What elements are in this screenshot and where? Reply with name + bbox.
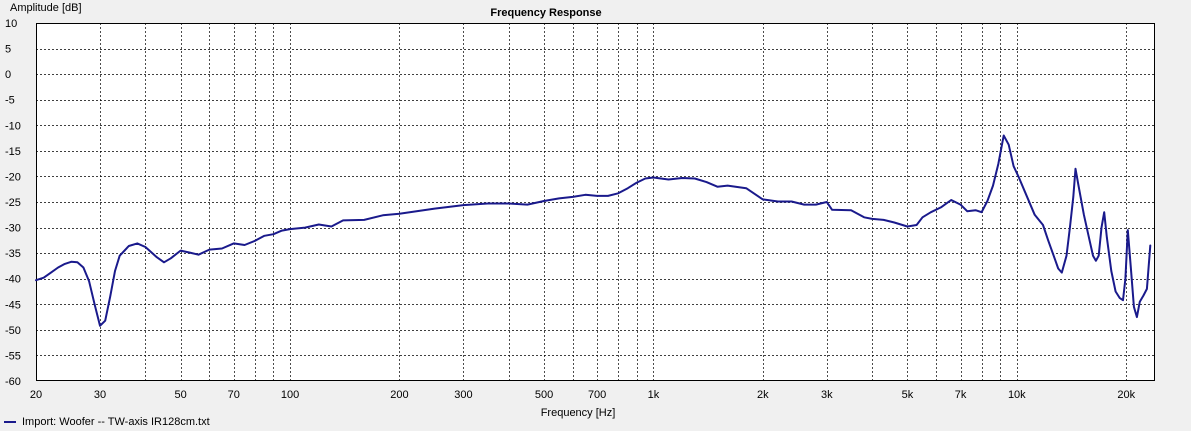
y-tick-label: -55 xyxy=(5,350,21,362)
x-tick-label: 2k xyxy=(757,389,769,401)
legend-label: Import: Woofer -- TW-axis IR128cm.txt xyxy=(22,416,210,428)
x-tick-label: 500 xyxy=(535,389,553,401)
y-tick-label: -35 xyxy=(5,248,21,260)
y-tick-label: -45 xyxy=(5,299,21,311)
y-tick-label: 0 xyxy=(5,69,11,81)
plot-frame xyxy=(36,23,1155,381)
x-tick-label: 20 xyxy=(30,389,42,401)
x-tick-label: 10k xyxy=(1008,389,1026,401)
legend: Import: Woofer -- TW-axis IR128cm.txt xyxy=(4,416,210,428)
x-tick-label: 1k xyxy=(648,389,660,401)
y-tick-label: -30 xyxy=(5,223,21,235)
x-tick-label: 3k xyxy=(821,389,833,401)
legend-swatch xyxy=(4,421,16,423)
x-tick-label: 300 xyxy=(454,389,472,401)
y-tick-label: -15 xyxy=(5,146,21,158)
x-tick-label: 200 xyxy=(390,389,408,401)
y-tick-label: -5 xyxy=(5,95,15,107)
x-tick-label: 100 xyxy=(281,389,299,401)
y-tick-label: -25 xyxy=(5,197,21,209)
x-tick-label: 70 xyxy=(228,389,240,401)
y-tick-label: 5 xyxy=(5,44,11,56)
y-tick-label: -50 xyxy=(5,325,21,337)
x-axis-label: Frequency [Hz] xyxy=(541,407,616,419)
series-line xyxy=(35,134,1152,327)
y-tick-label: -10 xyxy=(5,120,21,132)
y-tick-label: 10 xyxy=(5,18,17,30)
x-tick-label: 30 xyxy=(94,389,106,401)
x-tick-label: 7k xyxy=(955,389,967,401)
y-axis-label: Amplitude [dB] xyxy=(10,2,82,14)
y-tick-label: -60 xyxy=(5,376,21,388)
y-tick-label: -20 xyxy=(5,171,21,183)
chart-title: Frequency Response xyxy=(490,7,601,19)
y-tick-label: -40 xyxy=(5,274,21,286)
x-tick-label: 50 xyxy=(174,389,186,401)
x-tick-label: 20k xyxy=(1117,389,1135,401)
plot-area xyxy=(36,23,1155,381)
x-tick-label: 700 xyxy=(588,389,606,401)
x-tick-label: 5k xyxy=(902,389,914,401)
